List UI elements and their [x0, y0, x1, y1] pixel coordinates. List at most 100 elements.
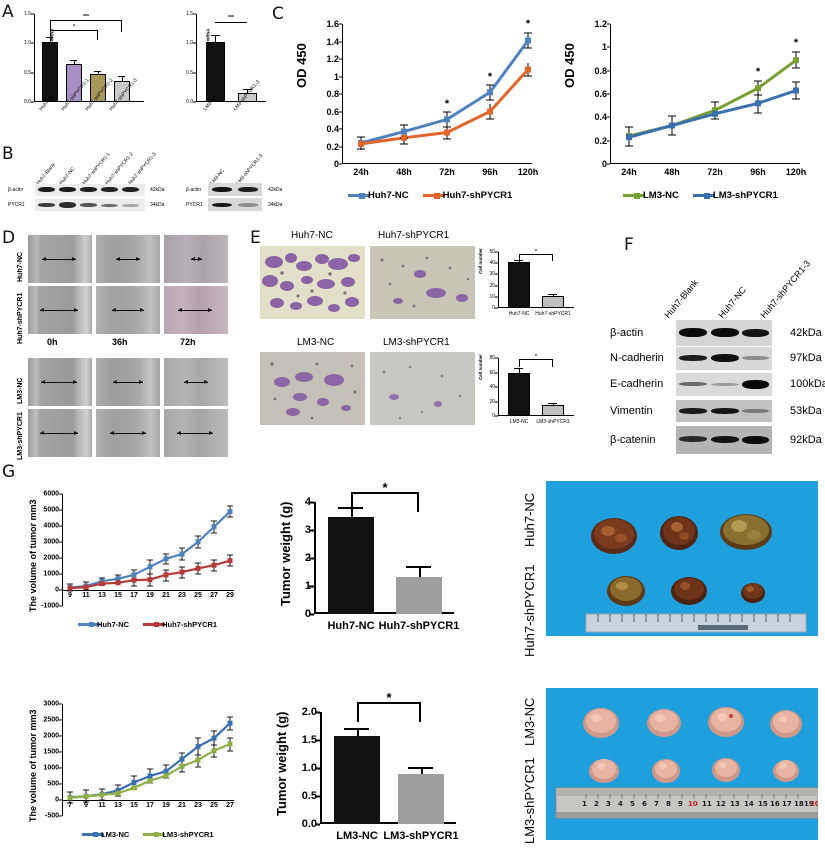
panel-a-right-chart: Relative Expression of mRNA 0.0 0.5 1.0 … [186, 11, 266, 112]
svg-text:7: 7 [654, 800, 659, 808]
y-tick-label: 1 [601, 42, 607, 53]
lane-label: Huh7-NC [716, 284, 749, 320]
x-tick-label: LM3-shPYCR1 [383, 830, 459, 842]
panel-g-photo-label-lm3-sh: LM3-shPYCR1 [522, 757, 537, 844]
y-tick-label: 30 [489, 271, 495, 278]
y-tick-label: 0.4 [594, 112, 607, 123]
x-tick-label: Huh7-NC [327, 620, 375, 632]
protein-label: β-actin [8, 187, 24, 193]
y-tick-label: 60 [489, 369, 495, 376]
panel-c-left-legend: Huh7-NC Huh7-shPYCR1 [348, 190, 512, 201]
panel-g-lm3-volume-chart: The volume of tumor mm3 -500 0 500 1000 … [20, 700, 255, 845]
panel-e-chart-huh7-ylabel: Cell number [478, 247, 483, 274]
x-tick-label: 96h [750, 167, 766, 177]
panel-e-lm3-plot: 0 20 40 60 80 * LM3-NC LM3-shPYCR1 [489, 354, 574, 425]
x-tick-label: 25 [210, 802, 218, 809]
x-tick-label: 27 [210, 592, 218, 599]
y-tick-label: 1.5 [186, 11, 193, 17]
y-tick-label: 1.6 [326, 19, 339, 29]
blot-row-bcatenin [676, 426, 772, 454]
wound-image-huh7nc-36h [96, 235, 160, 283]
y-tick-label: 1000 [43, 570, 59, 578]
lane-label: Huh7-shPYCR1-3 [758, 258, 813, 320]
protein-label: β-catenin [610, 434, 656, 446]
x-tick-label: 17 [146, 802, 154, 809]
transwell-image-huh7-nc [260, 246, 365, 319]
y-tick-label: 500 [47, 780, 59, 788]
legend-item: Huh7-NC [78, 620, 129, 629]
y-tick-label: 2.0 [301, 706, 317, 718]
y-tick-label: 0 [492, 413, 495, 419]
y-tick-label: 0 [601, 159, 607, 169]
y-tick-label: 0 [492, 305, 495, 311]
bar-huh7-shpycr1-3 [114, 80, 130, 102]
x-tick-label: 23 [194, 802, 202, 809]
legend-item: LM3-shPYCR1 [692, 190, 778, 201]
y-tick-label: -1000 [41, 602, 59, 610]
svg-text:17: 17 [782, 800, 792, 808]
wound-image-lm3nc-36h [96, 358, 160, 406]
legend-marker [154, 622, 160, 627]
sig-star-1: * [73, 24, 75, 30]
blot-row-ncadherin [676, 347, 772, 370]
blot-row-vimentin [676, 400, 772, 422]
x-tick-label: 120h [517, 167, 539, 177]
y-tick-label: 1000 [43, 764, 59, 772]
x-tick-label: 27 [226, 802, 234, 809]
bar-huh7-nc [328, 516, 374, 614]
bar-huh7-shpycr1 [542, 296, 564, 308]
mw-label: 34kDa [268, 202, 283, 208]
sig-star: * [535, 249, 537, 255]
bar-huh7-shpycr1-2 [90, 73, 106, 102]
x-tick-label: 72h [707, 167, 723, 177]
x-tick-label: 19 [146, 592, 154, 599]
wound-image-huh7sh-36h [96, 286, 160, 334]
x-tick-label: 11 [82, 592, 90, 599]
panel-g-tumor-photo-huh7 [546, 481, 818, 636]
y-tick-label: 0.4 [326, 124, 339, 134]
panel-a-label: A [2, 2, 14, 22]
protein-label: PYCR1 [8, 202, 25, 208]
x-tick-label: 29 [226, 592, 234, 599]
y-tick-label: 6000 [43, 490, 59, 498]
panel-d-row-label-huh7-sh: Huh7-shPYCR1 [17, 292, 24, 344]
y-tick-label: 3 [304, 524, 311, 536]
y-tick-label: 40 [489, 384, 495, 390]
bar-lm3-shpycr1 [398, 774, 444, 824]
bar-lm3-nc [334, 735, 380, 824]
panel-e-chart-lm3-ylabel: Cell number [478, 353, 483, 380]
panel-a-left-plot: 0.0 0.5 1.0 1.5 * *** Huh7-NC Huh7-shPYC… [24, 11, 144, 112]
svg-text:11: 11 [702, 800, 712, 808]
x-tick-label: Huh7-shPYCR1 [535, 311, 571, 317]
x-axis [342, 163, 532, 164]
sig-bracket [519, 254, 553, 261]
panel-c-label: C [272, 4, 284, 24]
y-tick-label: 0.5 [301, 790, 317, 802]
lane-label: LM3-shPYCR1-3 [235, 153, 265, 186]
x-tick-label: 19 [162, 802, 170, 809]
panel-b-right-blot: LM3-NC LM3-shPYCR1-3 β-actin 42kDa PYCR1… [186, 150, 291, 212]
panel-c-right-plot: 0 0.2 0.4 0.6 0.8 1 1.2 * [594, 19, 806, 177]
svg-text:10: 10 [688, 800, 698, 808]
y-tick-label: 1.4 [326, 36, 339, 47]
svg-text:5: 5 [630, 800, 635, 808]
panel-c-left-plot: 0 0.2 0.4 0.6 0.8 1 1.2 1.4 1.6 [326, 18, 538, 177]
legend-item: LM3-shPYCR1 [143, 830, 214, 839]
sig-star: * [444, 98, 450, 110]
bar-lm3-shpycr1 [542, 405, 564, 416]
panel-g-label: G [2, 462, 16, 482]
x-tick-label: LM3-NC [509, 419, 529, 425]
y-tick-label: 1.0 [186, 40, 193, 47]
y-tick-label: 4 [304, 496, 311, 508]
wound-image-huh7nc-0h [28, 235, 92, 283]
panel-d-timepoint-0h: 0h [47, 337, 58, 347]
y-tick-label: 0.6 [326, 106, 339, 117]
x-tick-label: 24h [353, 167, 369, 177]
y-tick-label: 0.0 [24, 99, 31, 105]
panel-f-blot: Huh7-Blank Huh7-NC Huh7-shPYCR1-3 β-acti… [600, 248, 825, 458]
y-tick-label: 2000 [43, 554, 59, 562]
svg-text:9: 9 [678, 800, 683, 808]
y-tick-label: 0.0 [301, 818, 317, 830]
panel-g-huh7-volume-ylabel: The volume of tumor mm3 [28, 499, 38, 612]
